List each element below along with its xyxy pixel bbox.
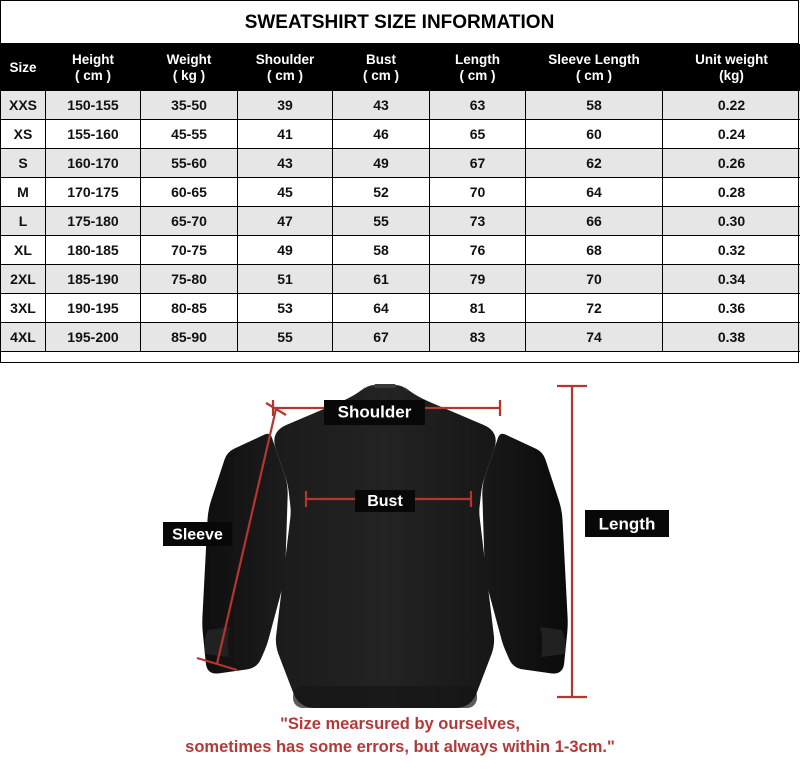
svg-text:Sleeve: Sleeve (172, 527, 223, 544)
svg-text:Bust: Bust (367, 493, 403, 510)
svg-text:Length: Length (599, 515, 656, 534)
svg-text:Shoulder: Shoulder (338, 403, 412, 422)
